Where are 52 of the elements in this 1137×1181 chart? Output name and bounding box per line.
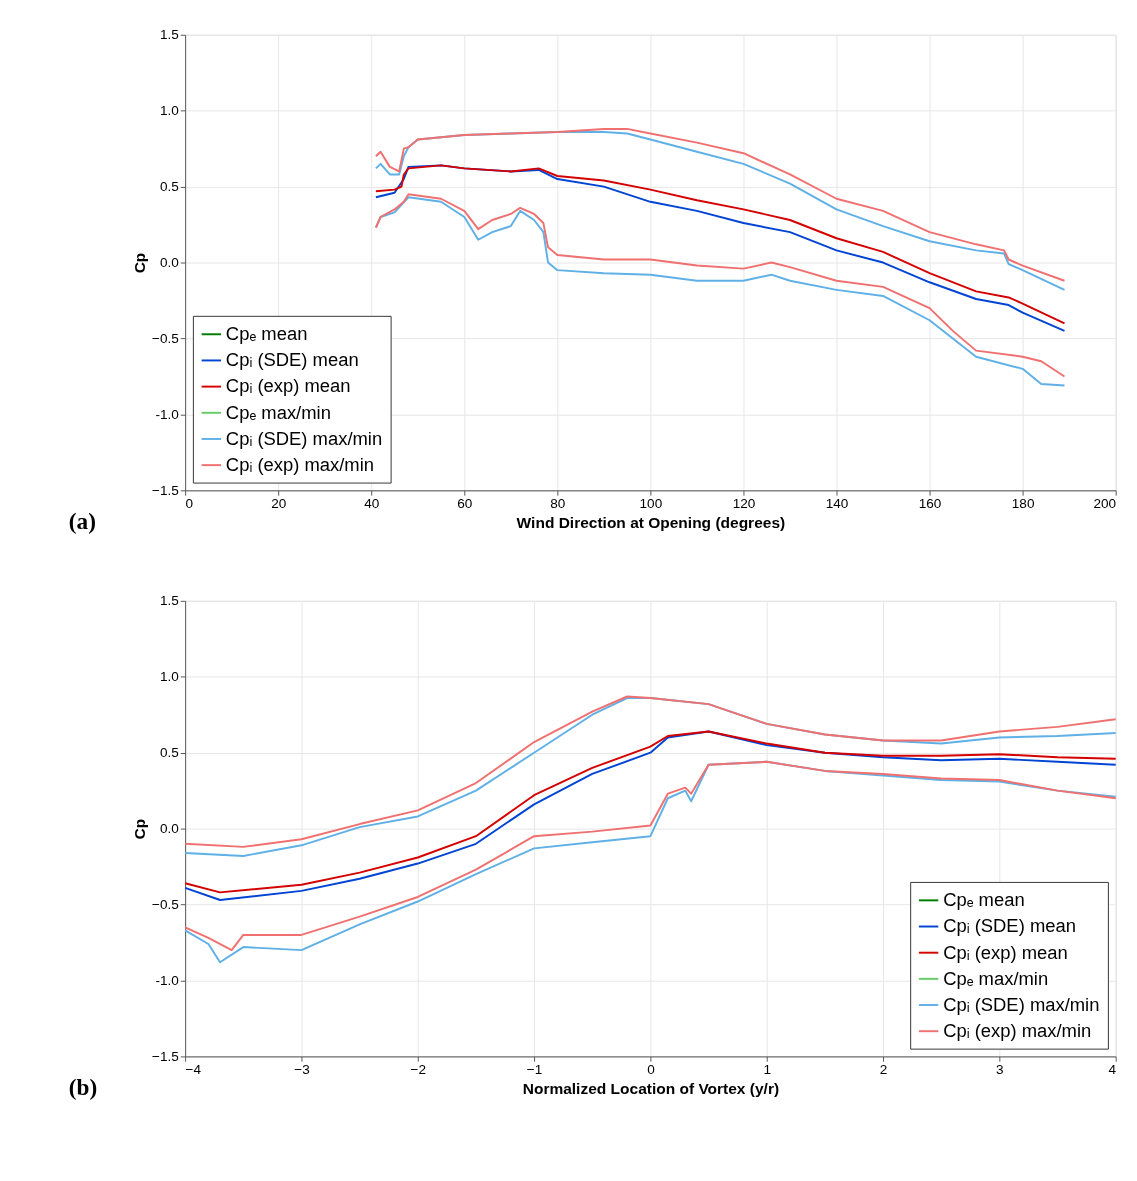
y-axis-title: Cp (131, 252, 149, 274)
x-tick-label: 140 (825, 496, 849, 512)
y-tick-label: −0.5 (152, 330, 179, 346)
y-tick-label: 1.5 (159, 27, 179, 43)
legend-label: Cpᵢ (exp) max/min (225, 453, 374, 475)
x-tick-label: 160 (918, 496, 942, 512)
legend-label: Cpᵢ (SDE) mean (225, 349, 359, 371)
x-tick-label: 1 (763, 1062, 771, 1078)
legend-label: Cpₑ mean (225, 323, 308, 345)
x-tick-label: 2 (879, 1062, 888, 1078)
x-tick-label: 4 (1108, 1062, 1117, 1078)
legend-label: Cpᵢ (exp) mean (225, 375, 351, 397)
x-tick-label: −3 (294, 1062, 310, 1078)
x-tick-label: 3 (996, 1062, 1004, 1078)
x-tick-label: 200 (1093, 496, 1117, 512)
x-tick-label: 60 (457, 496, 473, 512)
x-axis-title: Normalized Location of Vortex (y/r) (522, 1079, 780, 1097)
y-tick-label: -1.0 (155, 406, 180, 422)
x-tick-label: 100 (639, 496, 663, 512)
legend-label: Cpᵢ (exp) mean (943, 941, 1068, 963)
x-tick-label: 0 (647, 1062, 656, 1078)
y-axis-title: Cp (131, 818, 149, 840)
x-axis-title: Wind Direction at Opening (degrees) (516, 513, 786, 531)
x-tick-label: 20 (271, 496, 287, 512)
y-tick-label: 0.5 (159, 745, 179, 761)
y-tick-label: −1.5 (152, 1048, 179, 1064)
legend-label: Cpₑ mean (943, 889, 1025, 911)
y-tick-label: −0.5 (152, 896, 179, 912)
y-tick-label: 0.0 (159, 820, 180, 836)
legend-label: Cpᵢ (exp) max/min (943, 1020, 1092, 1042)
y-tick-label: 0.5 (159, 178, 179, 194)
y-tick-label: 0.0 (159, 254, 180, 270)
x-tick-label: −1 (526, 1062, 543, 1078)
text: (a) (68, 508, 96, 535)
x-tick-label: 0 (185, 496, 194, 512)
y-tick-label: -1.0 (155, 972, 180, 988)
legend-label: Cpₑ max/min (943, 967, 1049, 989)
x-tick-label: 180 (1011, 496, 1035, 512)
legend-label: Cpᵢ (SDE) mean (943, 915, 1076, 937)
y-tick-label: 1.0 (159, 669, 180, 685)
x-tick-label: 40 (364, 496, 380, 512)
x-tick-label: −2 (410, 1062, 426, 1078)
x-tick-label: 120 (732, 496, 756, 512)
x-tick-label: −4 (185, 1062, 202, 1078)
y-tick-label: 1.0 (159, 103, 180, 119)
legend-label: Cpᵢ (SDE) max/min (943, 993, 1100, 1015)
y-tick-label: −1.5 (152, 482, 179, 498)
legend-label: Cpₑ max/min (225, 401, 331, 423)
text: (b) (68, 1074, 98, 1101)
x-tick-label: 80 (550, 496, 566, 512)
y-tick-label: 1.5 (159, 593, 179, 609)
legend-label: Cpᵢ (SDE) max/min (225, 427, 383, 449)
